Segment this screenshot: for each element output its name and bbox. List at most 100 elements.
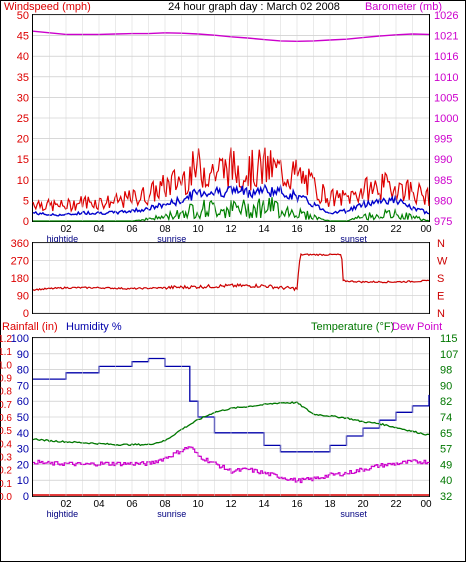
temp-x-tick-label: 02 [60, 499, 72, 510]
wind-y-tick-label: 30 [17, 92, 29, 104]
wind-y-tick-label: 20 [17, 134, 29, 146]
direction-grid [33, 242, 429, 314]
temp-x-annotation: sunset [340, 509, 367, 519]
temp-x-tick-label: 12 [225, 499, 237, 510]
wind-x-tick-label: 18 [324, 224, 336, 235]
temp-x-tick-label: 04 [93, 499, 105, 510]
temp-x-tick-label: 08 [159, 499, 171, 510]
temperature-y-tick-label: 107 [440, 349, 458, 361]
rainfall-tick-label: 0.6 [0, 413, 12, 424]
wind-x-ticks: 02 04 06 08 10 12 14 16 18 20 22 00 [49, 15, 432, 235]
temp-x-annotation: sunrise [157, 509, 186, 519]
barometer-y-tick-label: 1000 [434, 113, 458, 125]
humidity-y-tick-label: 90 [17, 349, 29, 361]
rainfall-y-ticks: 0.0 0.1 0.2 0.3 0.4 0.5 0.6 0.7 0.8 0.9 1.0 1.1 1.2 [0, 334, 12, 503]
rainfall-tick-label: 0.7 [0, 400, 12, 411]
temperature-y-tick-label: 40 [440, 475, 452, 487]
temp-x-ticks: 02 04 06 08 10 12 14 16 18 20 22 00 [49, 338, 432, 510]
rainfall-tick-label: 0.5 [0, 426, 12, 437]
barometer-y-tick-label: 975 [434, 216, 452, 228]
temp-x-tick-label: 14 [258, 499, 270, 510]
temperature-y-ticks: 32 40 49 57 65 74 82 90 98 107 115 [440, 333, 458, 503]
chart-title: 24 hour graph day : March 02 2008 [168, 1, 340, 13]
rainfall-tick-label: 0.4 [0, 439, 12, 450]
rainfall-axis-title: Rainfall (in) [2, 321, 58, 333]
wind-y-ticks: 0 5 10 15 20 25 30 35 40 45 50 [17, 10, 29, 228]
wind-x-tick-label: 06 [126, 224, 138, 235]
compass-tick-label: N [437, 238, 445, 250]
temperature-y-tick-label: 115 [440, 333, 458, 345]
humidity-y-tick-label: 60 [17, 396, 29, 408]
direction-series [32, 253, 430, 292]
rainfall-tick-label: 0.0 [0, 492, 12, 503]
wind-x-tick-label: 10 [192, 224, 204, 235]
humidity-y-tick-label: 70 [17, 380, 29, 392]
rainfall-tick-label: 1.1 [0, 347, 12, 358]
direction-series-line [32, 253, 430, 292]
wind-y-tick-label: 25 [17, 113, 29, 125]
direction-y-tick-label: 360 [11, 238, 29, 250]
temperature-y-tick-label: 57 [440, 444, 452, 456]
wind-x-tick-label: 12 [225, 224, 237, 235]
humidity-y-tick-label: 80 [17, 365, 29, 377]
humidity-y-ticks: 0 10 20 30 40 50 60 70 80 90 100 [11, 333, 29, 503]
wind-y-tick-label: 15 [17, 154, 29, 166]
barometer-y-tick-label: 995 [434, 134, 452, 146]
humidity-axis-title: Humidity % [66, 321, 122, 333]
humidity-y-tick-label: 30 [17, 444, 29, 456]
barometer-y-tick-label: 990 [434, 154, 452, 166]
barometer-y-tick-label: 1026 [434, 10, 458, 22]
wind-x-tick-label: 14 [258, 224, 270, 235]
compass-tick-label: W [437, 256, 448, 268]
temp-x-tick-label: 06 [126, 499, 138, 510]
barometer-axis-title: Barometer (mb) [365, 1, 442, 13]
wind-y-tick-label: 45 [17, 31, 29, 43]
temperature-y-tick-label: 98 [440, 365, 452, 377]
wind-x-tick-label: 16 [291, 224, 303, 235]
barometer-y-tick-label: 1005 [434, 92, 458, 104]
temp-x-annotations: hightide sunrise sunset [47, 509, 368, 519]
direction-y-tick-label: 90 [17, 291, 29, 303]
barometer-y-tick-label: 1010 [434, 72, 458, 84]
humidity-y-tick-label: 100 [11, 333, 29, 345]
temperature-y-tick-label: 82 [440, 396, 452, 408]
temp-x-tick-label: 10 [192, 499, 204, 510]
temp-x-tick-label: 22 [390, 499, 402, 510]
direction-y-ticks: 0 90 180 270 360 [11, 238, 29, 320]
wind-x-annotation: sunrise [157, 234, 186, 244]
direction-y-tick-label: 0 [23, 308, 29, 320]
humidity-y-tick-label: 50 [17, 412, 29, 424]
rainfall-tick-label: 0.2 [0, 466, 12, 477]
wind-x-annotations: hightide sunrise sunset [47, 234, 368, 244]
compass-tick-label: N [437, 308, 445, 320]
wind-y-tick-label: 0 [23, 216, 29, 228]
rainfall-tick-label: 0.1 [0, 479, 12, 490]
temp-x-tick-label: 00 [420, 499, 432, 510]
compass-tick-label: E [437, 291, 444, 303]
humidity-y-tick-label: 0 [23, 491, 29, 503]
direction-y-tick-label: 270 [11, 256, 29, 268]
rainfall-tick-label: 0.8 [0, 387, 12, 398]
dewpoint-axis-title: Dew Point [392, 321, 442, 333]
wind-axis-title: Windspeed (mph) [4, 1, 91, 13]
temperature-y-tick-label: 32 [440, 491, 452, 503]
temperature-y-tick-label: 90 [440, 380, 452, 392]
barometer-y-tick-label: 980 [434, 195, 452, 207]
wind-y-tick-label: 35 [17, 72, 29, 84]
temperature-y-tick-label: 74 [440, 412, 452, 424]
wind-x-annotation: hightide [47, 234, 79, 244]
barometer-y-tick-label: 1021 [434, 31, 458, 43]
wind-y-tick-label: 5 [23, 195, 29, 207]
wind-x-tick-label: 00 [420, 224, 432, 235]
wind-x-tick-label: 22 [390, 224, 402, 235]
temp-x-tick-label: 16 [291, 499, 303, 510]
wind-x-tick-label: 20 [357, 224, 369, 235]
barometer-y-ticks: 975 980 985 990 995 1000 1005 1010 1016 1021 1026 [434, 10, 458, 228]
wind-y-tick-label: 50 [17, 10, 29, 22]
temperature-y-tick-label: 65 [440, 428, 452, 440]
wind-y-tick-label: 40 [17, 51, 29, 63]
rainfall-tick-label: 1.0 [0, 360, 12, 371]
compass-tick-label: S [437, 273, 444, 285]
